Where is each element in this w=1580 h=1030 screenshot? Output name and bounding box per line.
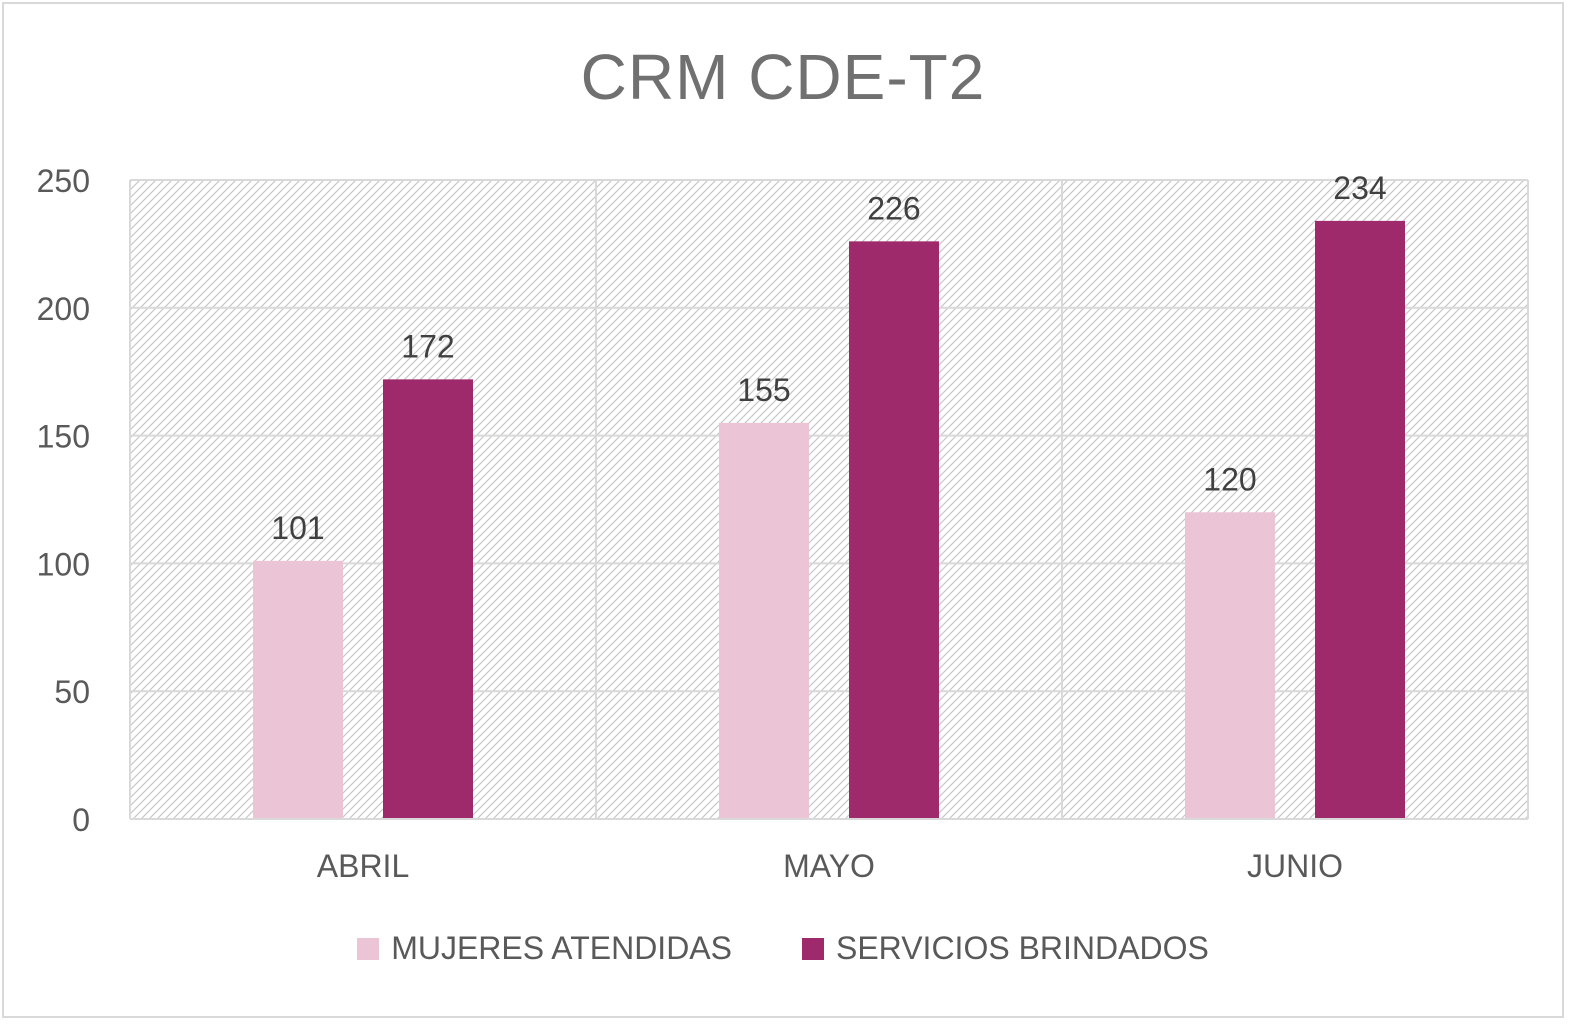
y-tick-label-1: 50: [54, 674, 90, 710]
data-label-abril-series-0: 101: [271, 510, 324, 546]
bar-mayo-series-0: [719, 422, 809, 819]
y-tick-label-2: 100: [37, 546, 90, 582]
legend-label-mujeres: MUJERES ATENDIDAS: [391, 930, 732, 966]
bar-mayo-series-1: [849, 241, 939, 819]
bar-abril-series-1: [383, 379, 473, 819]
legend-swatch-servicios: [801, 937, 824, 960]
x-tick-label-abril: ABRIL: [317, 848, 409, 884]
bar-junio-series-0: [1185, 512, 1275, 819]
legend-item-mujeres[interactable]: MUJERES ATENDIDAS: [357, 930, 732, 967]
data-label-mayo-series-0: 155: [737, 372, 790, 408]
x-tick-label-junio: JUNIO: [1247, 848, 1343, 884]
data-label-mayo-series-1: 226: [867, 190, 920, 226]
y-tick-label-3: 150: [37, 419, 90, 455]
y-tick-label-5: 250: [37, 163, 90, 199]
bar-junio-series-1: [1315, 220, 1405, 819]
data-label-junio-series-1: 234: [1333, 170, 1386, 206]
legend: MUJERES ATENDIDAS SERVICIOS BRINDADOS: [0, 930, 1566, 967]
y-tick-label-0: 0: [72, 802, 90, 838]
x-tick-label-mayo: MAYO: [783, 848, 875, 884]
chart-title: CRM CDE-T2: [580, 41, 986, 113]
data-label-junio-series-0: 120: [1203, 461, 1256, 497]
bar-abril-series-0: [253, 560, 343, 819]
plot-area: [130, 180, 1528, 819]
legend-item-servicios[interactable]: SERVICIOS BRINDADOS: [801, 930, 1209, 967]
data-label-abril-series-1: 172: [401, 328, 454, 364]
legend-label-servicios: SERVICIOS BRINDADOS: [835, 930, 1209, 966]
legend-swatch-mujeres: [357, 937, 380, 960]
y-tick-label-4: 200: [37, 291, 90, 327]
